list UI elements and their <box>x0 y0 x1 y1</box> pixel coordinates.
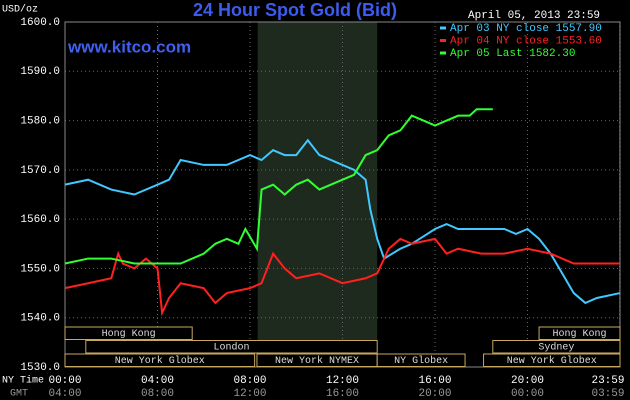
session-box <box>64 326 193 340</box>
session-label: New York Globex <box>507 355 597 367</box>
chart-title: 24 Hour Spot Gold (Bid) <box>193 0 397 20</box>
y-tick-label: 1530.0 <box>20 362 60 374</box>
legend-label: Apr 03 NY close 1557.90 <box>450 23 602 35</box>
session-box <box>85 340 378 354</box>
session-label: London <box>213 342 249 354</box>
shaded-range <box>257 22 378 367</box>
line-series <box>64 138 621 305</box>
y-tick-label: 1570.0 <box>20 165 60 177</box>
x2-tick-label: 20:00 <box>418 388 451 400</box>
session-box <box>64 353 256 367</box>
legend-swatch <box>440 51 446 55</box>
session-box <box>538 326 621 340</box>
x2-axis-label: GMT <box>10 389 28 400</box>
x-tick-label: 16:00 <box>418 375 451 387</box>
legend-label: Apr 04 NY close 1553.60 <box>450 35 602 47</box>
x-tick-label: 23:59 <box>591 375 624 387</box>
y-tick-label: 1590.0 <box>20 66 60 78</box>
x2-tick-label: 12:00 <box>233 388 266 400</box>
line-series <box>64 108 493 265</box>
line-series <box>64 237 620 317</box>
session-label: Sydney <box>538 342 574 354</box>
legend-label: Apr 05 Last 1582.30 <box>450 48 575 60</box>
x-tick-label: 04:00 <box>141 375 174 387</box>
x2-tick-label: 16:00 <box>326 388 359 400</box>
session-label: Hong Kong <box>102 329 156 340</box>
y-tick-label: 1540.0 <box>20 313 60 325</box>
date-label: April 05, 2013 23:59 <box>468 10 600 22</box>
session-label: NY Globex <box>394 355 448 367</box>
x-tick-label: 12:00 <box>326 375 359 387</box>
x-tick-label: 08:00 <box>233 375 266 387</box>
session-box <box>483 353 621 367</box>
y-tick-label: 1600.0 <box>20 17 60 29</box>
x2-tick-label: 00:00 <box>511 388 544 400</box>
session-label: New York Globex <box>115 355 205 367</box>
x2-tick-label: 04:00 <box>48 388 81 400</box>
y-tick-label: 1580.0 <box>20 115 60 127</box>
watermark: www.kitco.com <box>67 37 191 56</box>
session-box <box>376 353 466 367</box>
y-tick-label: 1550.0 <box>20 263 60 275</box>
x-axis-label: NY Time <box>2 375 44 387</box>
legend-swatch <box>440 39 446 42</box>
y-axis-label: USD/oz <box>2 4 38 16</box>
session-label: Hong Kong <box>553 329 607 340</box>
x-tick-label: 20:00 <box>511 375 544 387</box>
legend-swatch <box>440 26 446 30</box>
session-label: New York NYMEX <box>275 355 359 367</box>
y-tick-label: 1560.0 <box>20 214 60 226</box>
x-tick-label: 00:00 <box>48 375 81 387</box>
x2-tick-label: 08:00 <box>141 388 174 400</box>
x2-tick-label: 03:59 <box>591 388 624 400</box>
session-box <box>492 340 621 354</box>
